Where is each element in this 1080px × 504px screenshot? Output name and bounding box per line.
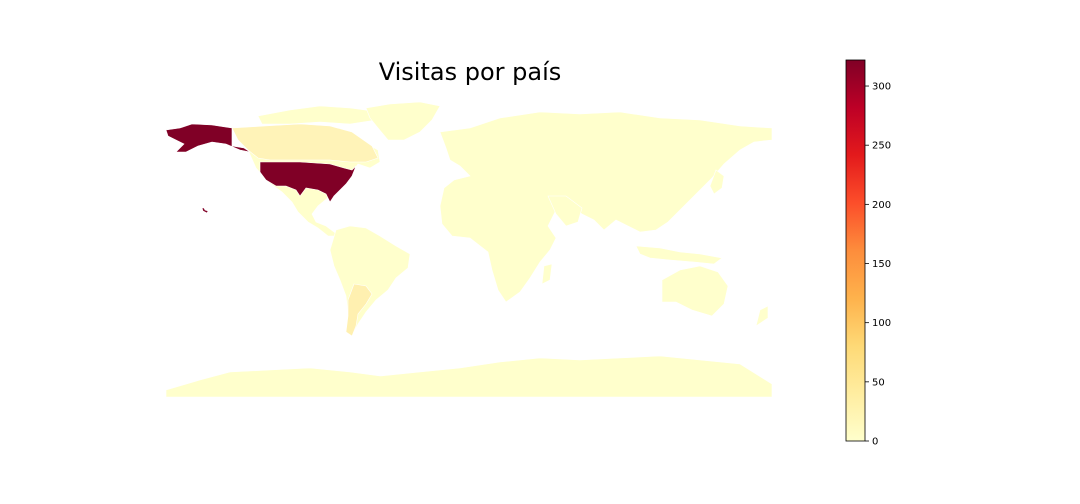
antarctica-region: [165, 355, 773, 398]
colorbar-tick-label: 200: [872, 200, 891, 211]
indonesia-region: [635, 245, 723, 265]
colorbar-tick-label: 0: [872, 437, 878, 448]
argentina-region: [345, 283, 373, 337]
arabia-region: [547, 195, 583, 227]
map-title: Visitas por país: [378, 58, 562, 86]
colorbar-gradient: [845, 59, 866, 442]
africa-europe-asia-region: [439, 111, 773, 303]
colorbar-ticks: 0 50 100 150 200 250 300: [865, 82, 891, 448]
hawaii-region: [201, 207, 209, 214]
colorbar-tick-label: 50: [872, 377, 885, 388]
new-zealand-region: [755, 305, 769, 327]
colorbar-tick-label: 150: [872, 259, 891, 270]
usa-mainland-region: [259, 161, 357, 203]
australia-region: [661, 265, 729, 317]
greenland-region: [365, 101, 441, 141]
colorbar-tick-label: 250: [872, 141, 891, 152]
colorbar-tick-label: 300: [872, 82, 891, 93]
landmasses: [165, 101, 773, 398]
colorbar-tick-label: 100: [872, 318, 891, 329]
canada-region: [231, 123, 379, 163]
alaska-region: [165, 123, 251, 153]
madagascar-region: [541, 263, 553, 285]
japan-region: [709, 169, 725, 195]
